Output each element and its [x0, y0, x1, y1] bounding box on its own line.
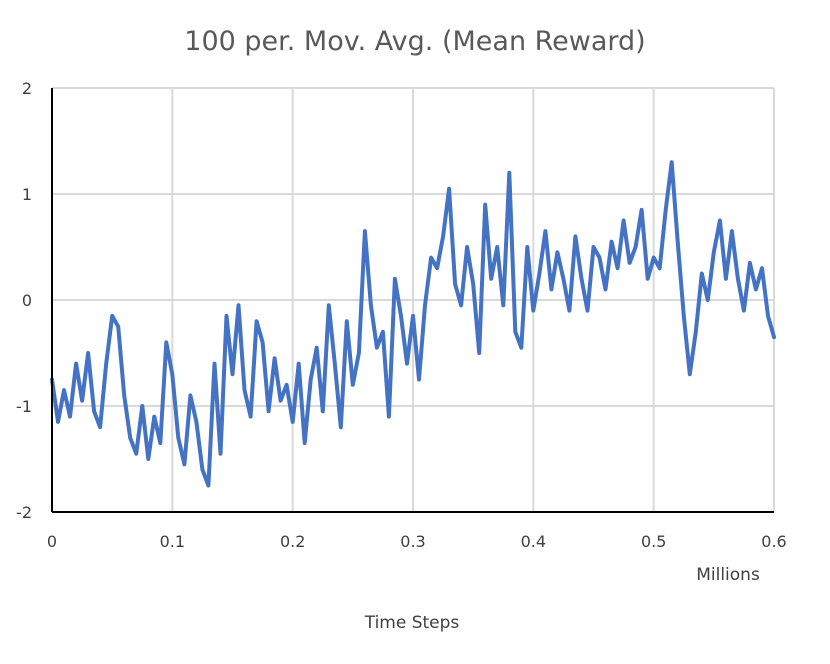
- axes: [51, 88, 774, 513]
- x-tick-label: 0.2: [280, 532, 305, 551]
- x-axis-title: Time Steps: [364, 613, 460, 633]
- x-tick-label: 0.6: [761, 532, 786, 551]
- y-tick-label: 2: [22, 79, 32, 98]
- y-tick-label: -1: [16, 397, 32, 416]
- x-tick-label: 0.4: [521, 532, 546, 551]
- x-tick-label: 0: [47, 532, 57, 551]
- x-tick-label: 0.5: [641, 532, 666, 551]
- tick-labels: 0 0.1 0.2 0.3 0.4 0.5 0.6 2 1 0 -1 -2: [16, 79, 787, 551]
- y-tick-label: 1: [22, 185, 32, 204]
- x-unit-label: Millions: [696, 565, 760, 585]
- series-layer: [50, 160, 776, 488]
- series-line: [50, 160, 776, 488]
- x-tick-label: 0.3: [400, 532, 425, 551]
- gridlines: [52, 87, 775, 513]
- chart-title: 100 per. Mov. Avg. (Mean Reward): [184, 26, 645, 57]
- x-tick-label: 0.1: [160, 532, 185, 551]
- y-tick-label: 0: [22, 291, 32, 310]
- y-tick-label: -2: [16, 503, 32, 522]
